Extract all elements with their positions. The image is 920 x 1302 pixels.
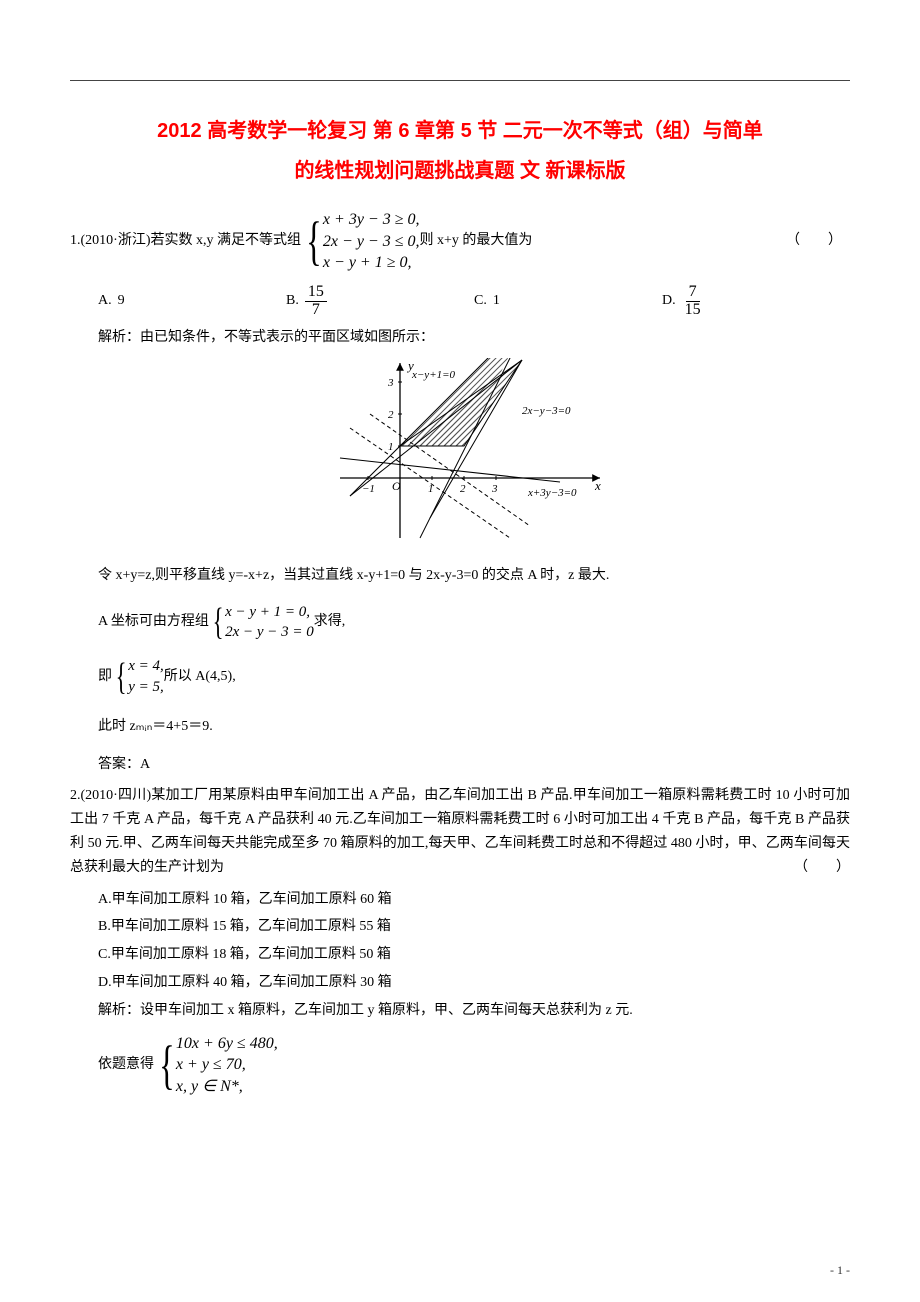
numerator: 15 xyxy=(305,284,327,302)
q1-system: { x + 3y − 3 ≥ 0, 2x − y − 3 ≤ 0, x − y … xyxy=(301,209,420,274)
q1-stem-left: 1.(2010·浙江)若实数 x,y 满足不等式组 xyxy=(70,229,301,253)
page-number: - 1 - xyxy=(830,1263,850,1278)
origin-label: O xyxy=(392,479,401,493)
sys-line: x − y + 1 = 0, xyxy=(225,602,314,622)
opt-value: 1 xyxy=(493,289,500,313)
q1-options: A. 9 B. 15 7 C. 1 D. 7 15 xyxy=(70,284,850,319)
left-brace-icon: { xyxy=(212,603,223,641)
opt-label: C. xyxy=(474,289,487,313)
q1-sol-p2: A 坐标可由方程组 { x − y + 1 = 0, 2x − y − 3 = … xyxy=(70,602,850,643)
page-title: 2012 高考数学一轮复习 第 6 章第 5 节 二元一次不等式（组）与简单 的… xyxy=(70,111,850,191)
q1-option-b: B. 15 7 xyxy=(286,284,474,319)
q2-answer-slot: （ ） xyxy=(794,856,850,880)
sys-line: x = 4, xyxy=(128,656,164,676)
svg-text:x−y+1=0: x−y+1=0 xyxy=(411,369,456,381)
q2-p1-text: 2.(2010·四川)某加工厂用某原料由甲车间加工出 A 产品，由乙车间加工出 … xyxy=(70,788,850,874)
q1-graph: O x y −1 1 2 3 1 2 3 x−y+1=0 2x−y−3=0 x+… xyxy=(70,358,850,552)
q1-sys-line-3: x − y + 1 ≥ 0, xyxy=(323,252,420,274)
numerator: 7 xyxy=(686,284,700,302)
q1-option-a: A. 9 xyxy=(98,289,286,313)
q1-sol-p3: 即 { x = 4, y = 5, 所以 A(4,5), xyxy=(70,656,850,697)
q2-option-b: B.甲车间加工原料 15 箱，乙车间加工原料 55 箱 xyxy=(70,915,850,939)
denominator: 15 xyxy=(682,302,704,319)
q1-sol-p2-left: A 坐标可由方程组 xyxy=(98,610,209,634)
svg-text:3: 3 xyxy=(491,483,498,495)
q2-system: 依题意得 { 10x + 6y ≤ 480, x + y ≤ 70, x, y … xyxy=(70,1033,850,1098)
q1-option-d: D. 7 15 xyxy=(662,284,850,319)
opt-value: 9 xyxy=(118,289,125,313)
sys-line: y = 5, xyxy=(128,677,164,697)
q1-option-c: C. 1 xyxy=(474,289,662,313)
x-axis-label: x xyxy=(594,478,601,493)
svg-text:−1: −1 xyxy=(362,483,375,495)
q2-p1: 2.(2010·四川)某加工厂用某原料由甲车间加工出 A 产品，由乙车间加工出 … xyxy=(70,784,850,879)
q1-sys-line-2: 2x − y − 3 ≤ 0, xyxy=(323,231,420,253)
q1-sys-line-1: x + 3y − 3 ≥ 0, xyxy=(323,209,420,231)
sys-line: 10x + 6y ≤ 480, xyxy=(176,1033,278,1055)
q2-option-c: C.甲车间加工原料 18 箱，乙车间加工原料 50 箱 xyxy=(70,943,850,967)
svg-text:2: 2 xyxy=(388,409,394,421)
q1-stem-row: 1.(2010·浙江)若实数 x,y 满足不等式组 { x + 3y − 3 ≥… xyxy=(70,209,850,274)
q1-solution-intro: 解析：由已知条件，不等式表示的平面区域如图所示： xyxy=(70,326,850,350)
q1-answer: 答案：A xyxy=(70,753,850,777)
q2-stem-row: 2.(2010·四川)某加工厂用某原料由甲车间加工出 A 产品，由乙车间加工出 … xyxy=(70,780,850,883)
q1-sol-p3-left: 即 xyxy=(98,665,112,689)
svg-text:1: 1 xyxy=(388,441,394,453)
feasible-region-chart: O x y −1 1 2 3 1 2 3 x−y+1=0 2x−y−3=0 x+… xyxy=(310,358,610,543)
left-brace-icon: { xyxy=(306,214,322,268)
sys-line: x + y ≤ 70, xyxy=(176,1054,278,1076)
q1-stem-right: 则 x+y 的最大值为 xyxy=(420,229,533,253)
q1-sol-p4: 此时 zₘᵢₙ＝4+5＝9. xyxy=(70,715,850,739)
sys-line: 2x − y − 3 = 0 xyxy=(225,622,314,642)
fraction: 7 15 xyxy=(682,284,704,319)
svg-text:x+3y−3=0: x+3y−3=0 xyxy=(527,487,577,499)
q2-option-d: D.甲车间加工原料 40 箱，乙车间加工原料 30 箱 xyxy=(70,971,850,995)
opt-label: B. xyxy=(286,289,299,313)
svg-text:3: 3 xyxy=(387,377,394,389)
title-line-1: 2012 高考数学一轮复习 第 6 章第 5 节 二元一次不等式（组）与简单 xyxy=(157,120,763,142)
left-brace-icon: { xyxy=(159,1038,175,1092)
opt-label: D. xyxy=(662,289,676,313)
top-rule xyxy=(70,80,850,81)
fraction: 15 7 xyxy=(305,284,327,319)
q2-sys-label: 依题意得 xyxy=(98,1053,154,1077)
q2-option-a: A.甲车间加工原料 10 箱，乙车间加工原料 60 箱 xyxy=(70,888,850,912)
left-brace-icon: { xyxy=(116,658,127,696)
svg-text:2: 2 xyxy=(460,483,466,495)
q1-sol-p1: 令 x+y=z,则平移直线 y=-x+z，当其过直线 x-y+1=0 与 2x-… xyxy=(70,564,850,588)
sys-line: x, y ∈ N*, xyxy=(176,1076,278,1098)
opt-label: A. xyxy=(98,289,112,313)
q1-sol-p2-right: 求得, xyxy=(314,610,346,634)
denominator: 7 xyxy=(309,302,323,319)
title-line-2: 的线性规划问题挑战真题 文 新课标版 xyxy=(294,160,625,182)
svg-text:2x−y−3=0: 2x−y−3=0 xyxy=(522,405,571,417)
svg-text:1: 1 xyxy=(428,483,434,495)
q1-sol-p3-right: 所以 A(4,5), xyxy=(164,665,236,689)
q1-answer-slot: （ ） xyxy=(786,229,850,253)
q2-sol-p1: 解析：设甲车间加工 x 箱原料，乙车间加工 y 箱原料，甲、乙两车间每天总获利为… xyxy=(70,999,850,1023)
